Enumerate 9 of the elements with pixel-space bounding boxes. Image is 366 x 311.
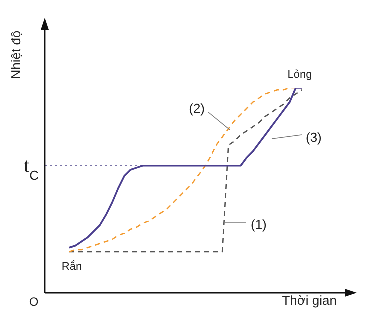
text: O [29, 295, 39, 309]
ref-line-label: t$_{C}$ [24, 154, 39, 182]
annotation: Rắn [62, 260, 82, 273]
annotation: (3) [306, 130, 322, 145]
text: Lỏng [288, 69, 312, 81]
x-axis-title: Thời gian [282, 293, 337, 308]
y-axis-title: Nhiệt độ [8, 30, 24, 80]
annotation: (1) [251, 217, 267, 232]
annotation: (2) [189, 101, 205, 116]
